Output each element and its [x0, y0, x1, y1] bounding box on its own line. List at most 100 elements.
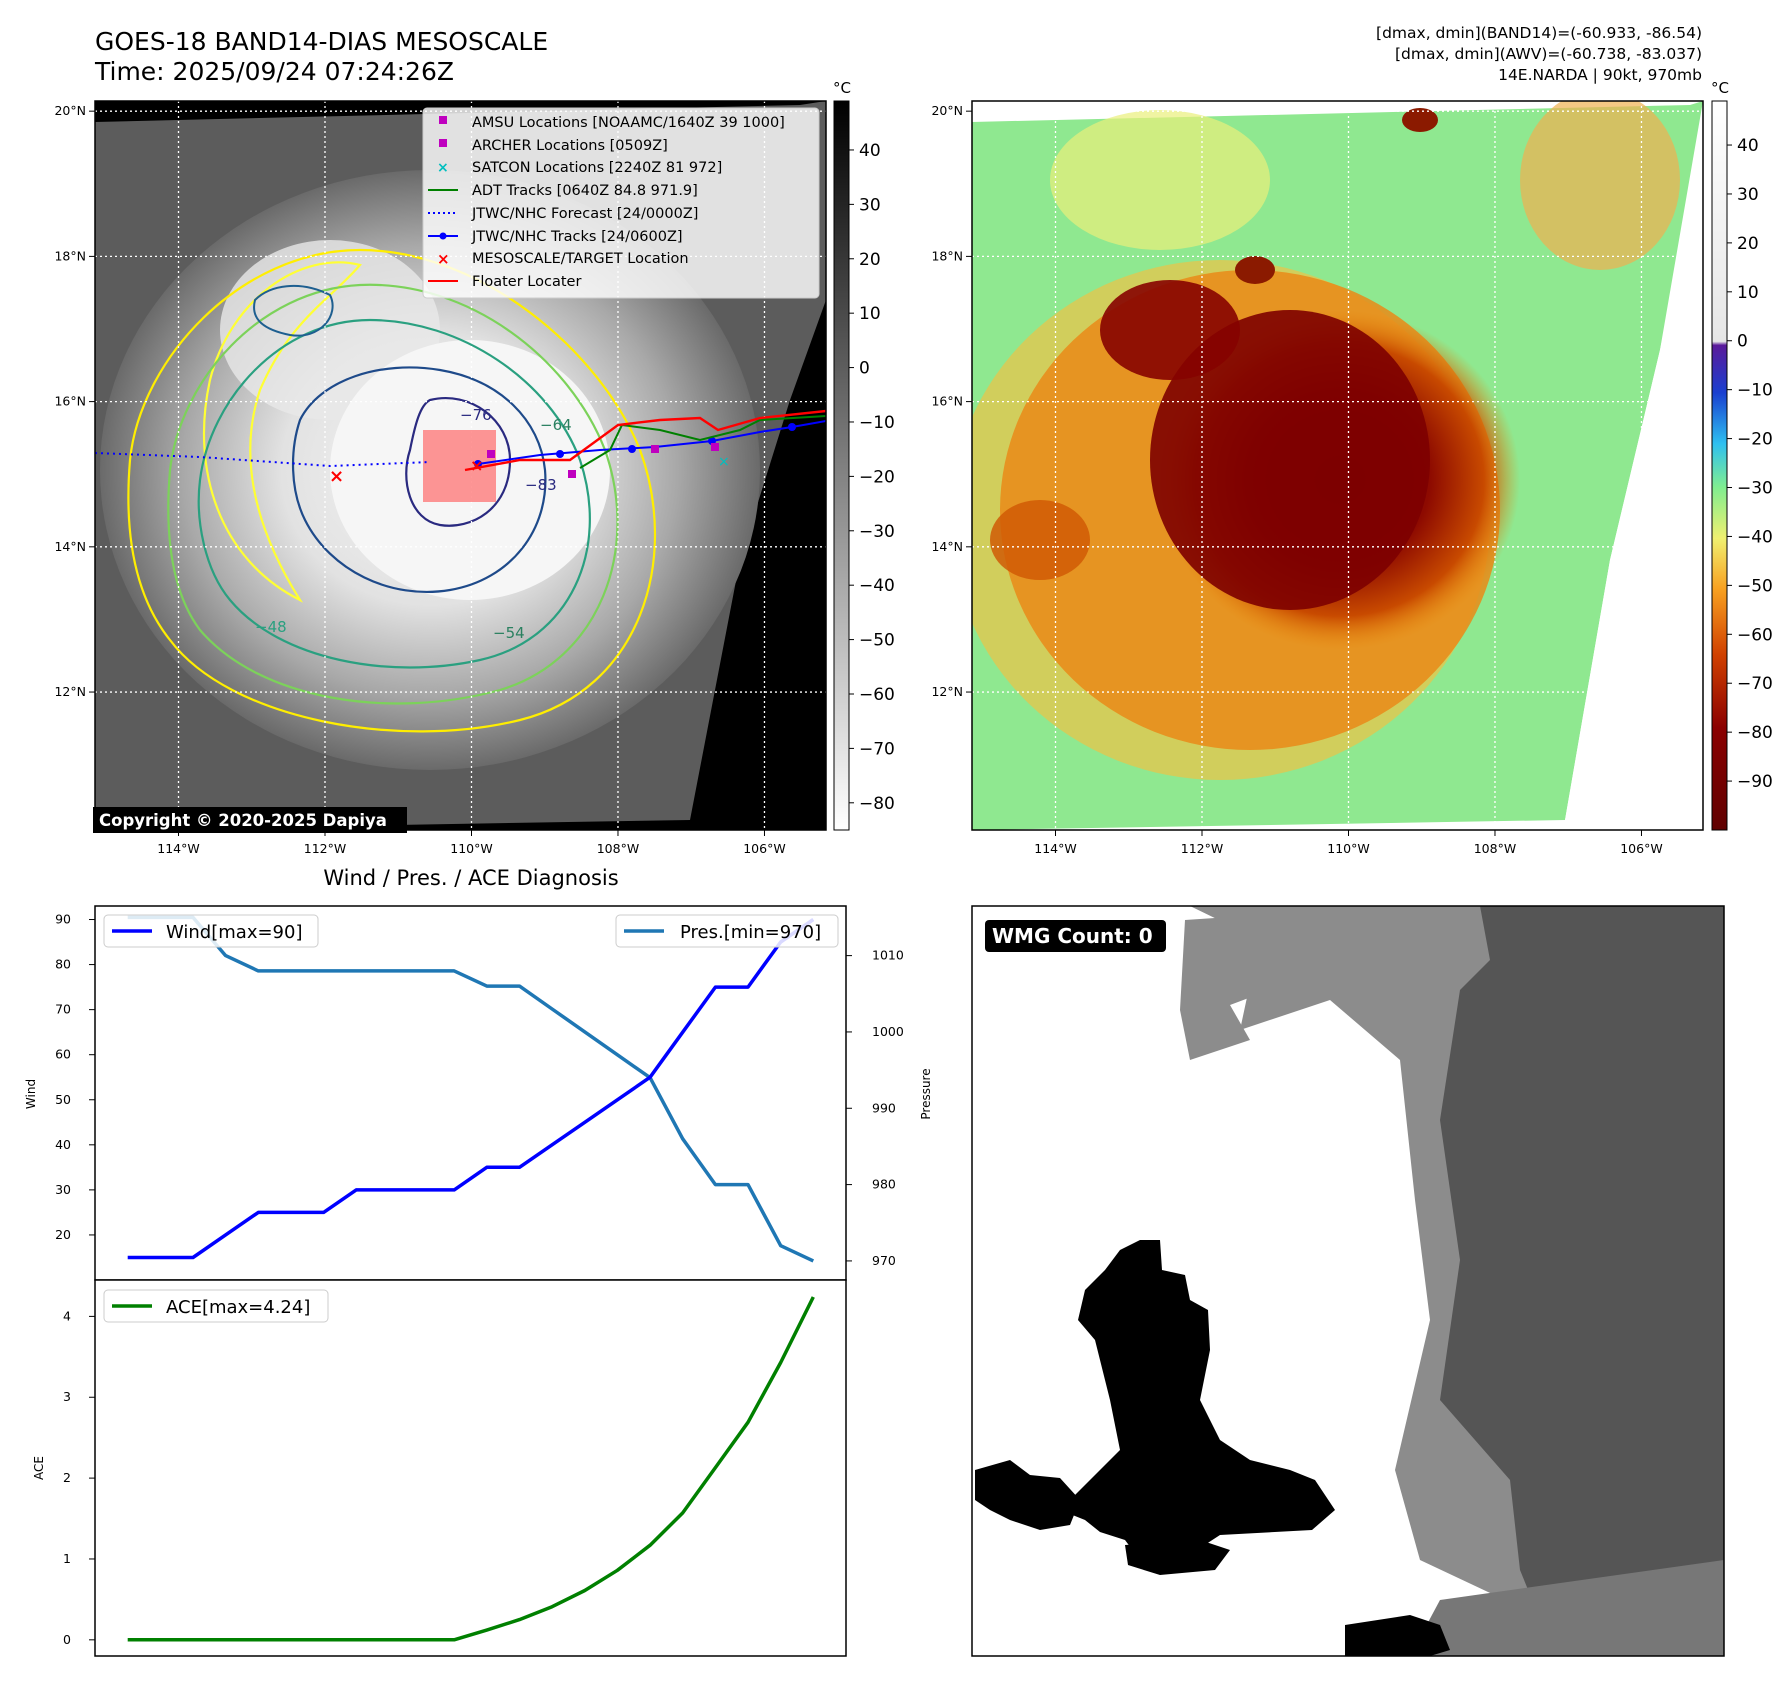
figure-title-line1: GOES-18 BAND14-DIAS MESOSCALE [95, 27, 548, 56]
colorbar-tick-label: 10 [1737, 283, 1759, 303]
pressure-legend-box [615, 914, 839, 948]
right-awv-map: 114°W 112°W 110°W 108°W 106°W 20°N 18°N 16°N 14°… [931, 79, 1772, 856]
right-map-ticks: 114°W 112°W 110°W 108°W 106°W 20°N 18°N 16°N 14°… [931, 103, 1662, 856]
pressure-tick-label: 980 [872, 1177, 896, 1192]
legend-marker-satcon: × [437, 160, 449, 176]
colorbar-tick-label: −50 [1737, 576, 1773, 596]
contour-label-76: −76 [460, 406, 492, 424]
wind-series [127, 918, 815, 1260]
wind-tick-label: 40 [55, 1137, 71, 1152]
contour-label-48: −48 [255, 618, 287, 636]
wmg-frame [971, 905, 1725, 1657]
target-location-marker: × [470, 456, 483, 475]
legend-tracks: JTWC/NHC Tracks [24/0600Z] [471, 229, 683, 245]
wind-tick-label: 30 [55, 1182, 71, 1197]
amsu-location [487, 450, 495, 458]
ace-legend: ACE[max=4.24] [103, 1289, 329, 1323]
copyright-box [93, 807, 407, 833]
wmg-black-region [1125, 1540, 1230, 1575]
colorbar-tick-label: −90 [1737, 772, 1773, 792]
contour-green [167, 283, 619, 705]
colorbar-tick-label: 0 [1737, 332, 1748, 352]
contour-navy [291, 366, 547, 593]
pressure-tick-label: 1010 [872, 948, 904, 963]
lon-tick-label: 106°W [1620, 841, 1662, 856]
wind-legend-label: Wind[max=90] [166, 922, 303, 943]
lat-tick-label: 16°N [931, 394, 963, 409]
wind-tick-label: 90 [55, 912, 71, 927]
no-data-region [1565, 101, 1703, 830]
colorbar-tick-label: −80 [859, 794, 895, 814]
lon-tick-label: 114°W [1034, 841, 1076, 856]
pressure-axis-ticks: 970 980 990 1000 1010 [846, 948, 904, 1268]
pressure-tick-label: 1000 [872, 1024, 904, 1039]
moisture-patch [1050, 110, 1270, 250]
ace-axis-ticks: 0 1 2 3 4 [63, 1308, 95, 1647]
ace-tick-label: 4 [63, 1308, 71, 1323]
lon-tick-label: 112°W [1181, 841, 1223, 856]
lon-tick-label: 110°W [1327, 841, 1369, 856]
pressure-tick-label: 970 [872, 1253, 896, 1268]
colorbar-tick-label: −80 [1737, 723, 1773, 743]
lat-tick-label: 14°N [54, 539, 86, 554]
colorbar-tick-label: −40 [1737, 527, 1773, 547]
contour-core [405, 397, 512, 527]
right-colorbar-ticks: 40 30 20 10 0 −10 −20 −30 −40 −50 −60 −70 −80 −90 [1727, 136, 1773, 792]
wmg-panel: WMG Count: 0 [971, 905, 1725, 1657]
colorbar-tick-label: −60 [859, 685, 895, 705]
colorbar-tick-label: −10 [1737, 381, 1773, 401]
contour-yellow-outer [127, 248, 657, 733]
left-colorbar-ticks: 40 30 20 10 0 −10 −20 −30 −40 −50 −60 −70 −80 [849, 141, 895, 814]
wind-axis-label: Wind [24, 1079, 38, 1109]
satcon-location: × [718, 454, 730, 470]
adt-track [579, 415, 826, 469]
wind-tick-label: 50 [55, 1092, 71, 1107]
legend-floater: Floater Locater [472, 274, 581, 290]
lat-tick-label: 14°N [931, 539, 963, 554]
left-colorbar-unit: °C [833, 79, 851, 97]
lon-tick-label: 110°W [450, 841, 492, 856]
moisture-patch [1520, 101, 1680, 270]
colorbar-tick-label: 20 [1737, 234, 1759, 254]
lat-tick-label: 20°N [54, 103, 86, 118]
ace-tick-label: 0 [63, 1632, 71, 1647]
colorbar-tick-label: −30 [859, 522, 895, 542]
colorbar-tick-label: 40 [1737, 136, 1759, 156]
wmg-gray-region [1180, 915, 1270, 1060]
lon-tick-label: 112°W [304, 841, 346, 856]
legend-amsu: AMSU Locations [NOAAMC/1640Z 39 1000] [472, 115, 785, 131]
awv-small-cell [1402, 108, 1438, 132]
colorbar-tick-label: −40 [859, 576, 895, 596]
ace-panel [94, 1279, 847, 1657]
wind-pressure-panel [94, 905, 847, 1281]
legend-marker-amsu [439, 116, 447, 124]
ace-tick-label: 1 [63, 1551, 71, 1566]
left-map-frame [94, 100, 827, 831]
lat-tick-label: 18°N [54, 248, 86, 263]
map-legend: AMSU Locations [NOAAMC/1640Z 39 1000] AR… [422, 107, 820, 299]
wmg-count-box [985, 920, 1166, 952]
pressure-line [127, 915, 815, 1263]
lon-tick-label: 108°W [597, 841, 639, 856]
contour-label-64: −64 [540, 416, 572, 434]
ace-legend-label: ACE[max=4.24] [166, 1297, 310, 1318]
ace-legend-box [103, 1289, 329, 1323]
wind-axis-ticks: 20 30 40 50 60 70 80 90 [55, 912, 95, 1242]
best-track-point [628, 445, 636, 453]
best-track [477, 420, 826, 465]
legend-satcon: SATCON Locations [2240Z 81 972] [472, 160, 722, 176]
contour-label-54: −54 [493, 624, 525, 642]
wind-legend-box [103, 914, 319, 948]
archer-location [568, 470, 576, 478]
awv-inner-core [1150, 310, 1430, 610]
colorbar-tick-label: 30 [1737, 185, 1759, 205]
lat-tick-label: 12°N [931, 684, 963, 699]
pressure-legend-label: Pres.[min=970] [680, 922, 821, 943]
legend-target: MESOSCALE/TARGET Location [472, 251, 689, 267]
left-ir-map: −76 −54 −64 −83 −48 × × × [54, 79, 894, 856]
legend-box [422, 107, 820, 299]
contour-label-83: −83 [525, 476, 557, 494]
ace-axis-label: ACE [32, 1456, 46, 1480]
figure-title-line2: Time: 2025/09/24 07:24:26Z [94, 57, 454, 86]
wind-tick-label: 20 [55, 1227, 71, 1242]
